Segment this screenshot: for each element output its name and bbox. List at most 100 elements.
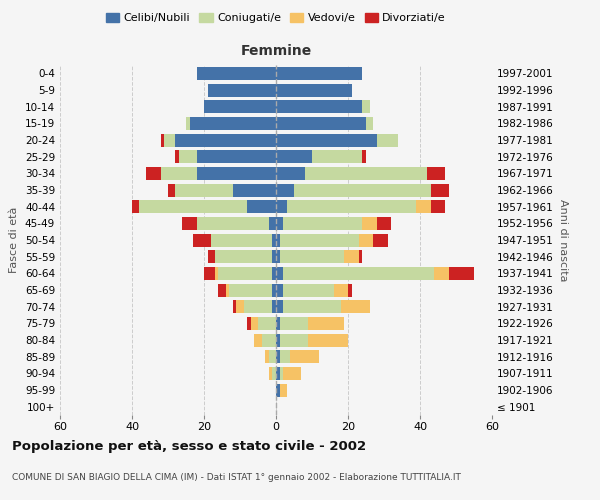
Bar <box>276 367 280 380</box>
Bar <box>280 367 283 380</box>
Bar <box>377 217 391 230</box>
Bar <box>283 284 334 296</box>
Bar <box>269 350 276 363</box>
Bar <box>362 150 366 163</box>
Bar <box>272 234 276 246</box>
Bar <box>233 184 276 196</box>
Bar <box>204 267 215 280</box>
Text: Femmine: Femmine <box>241 44 311 58</box>
Bar <box>190 117 276 130</box>
Bar <box>276 234 280 246</box>
Bar <box>283 300 341 313</box>
Bar <box>182 217 197 230</box>
Bar <box>276 334 280 346</box>
Bar <box>431 184 449 196</box>
Bar <box>197 150 276 163</box>
Bar <box>276 67 362 80</box>
Bar <box>197 67 276 80</box>
Bar <box>229 284 272 296</box>
Bar <box>276 317 280 330</box>
Bar <box>276 167 305 180</box>
Bar <box>258 317 276 330</box>
Bar <box>215 267 218 280</box>
Bar <box>197 167 276 180</box>
Bar <box>175 150 179 163</box>
Bar <box>262 334 276 346</box>
Bar <box>362 100 370 113</box>
Bar <box>218 284 226 296</box>
Bar <box>280 334 308 346</box>
Bar <box>308 334 348 346</box>
Bar <box>416 200 431 213</box>
Bar <box>280 250 344 263</box>
Bar <box>215 250 272 263</box>
Bar <box>276 284 283 296</box>
Bar <box>308 317 344 330</box>
Bar <box>373 234 388 246</box>
Bar <box>164 134 175 146</box>
Bar <box>179 150 197 163</box>
Bar <box>334 284 348 296</box>
Bar <box>251 317 258 330</box>
Text: COMUNE DI SAN BIAGIO DELLA CIMA (IM) - Dati ISTAT 1° gennaio 2002 - Elaborazione: COMUNE DI SAN BIAGIO DELLA CIMA (IM) - D… <box>12 473 461 482</box>
Bar <box>186 117 190 130</box>
Bar <box>276 350 280 363</box>
Bar <box>168 184 175 196</box>
Bar <box>305 167 427 180</box>
Bar <box>269 367 272 380</box>
Bar <box>283 367 301 380</box>
Y-axis label: Fasce di età: Fasce di età <box>10 207 19 273</box>
Bar <box>146 167 161 180</box>
Legend: Celibi/Nubili, Coniugati/e, Vedovi/e, Divorziati/e: Celibi/Nubili, Coniugati/e, Vedovi/e, Di… <box>101 8 451 28</box>
Bar <box>427 167 445 180</box>
Bar <box>272 300 276 313</box>
Bar <box>244 300 272 313</box>
Bar <box>359 234 373 246</box>
Bar <box>161 167 197 180</box>
Bar <box>272 367 276 380</box>
Bar <box>276 300 283 313</box>
Bar <box>247 317 251 330</box>
Bar <box>280 317 308 330</box>
Bar <box>283 217 362 230</box>
Bar <box>276 217 283 230</box>
Bar <box>161 134 164 146</box>
Y-axis label: Anni di nascita: Anni di nascita <box>557 198 568 281</box>
Bar <box>276 267 283 280</box>
Bar <box>265 350 269 363</box>
Bar <box>280 384 287 396</box>
Bar <box>276 200 287 213</box>
Bar <box>226 284 229 296</box>
Bar <box>276 134 377 146</box>
Bar <box>132 200 139 213</box>
Bar <box>287 200 416 213</box>
Bar <box>276 384 280 396</box>
Bar <box>218 267 272 280</box>
Bar <box>348 284 352 296</box>
Bar <box>272 284 276 296</box>
Bar <box>175 134 276 146</box>
Bar <box>204 100 276 113</box>
Bar <box>236 300 244 313</box>
Bar <box>276 117 366 130</box>
Bar <box>294 184 431 196</box>
Bar <box>272 250 276 263</box>
Bar <box>276 184 294 196</box>
Bar <box>193 234 211 246</box>
Bar <box>344 250 359 263</box>
Bar <box>276 150 312 163</box>
Bar <box>280 234 359 246</box>
Bar <box>362 217 377 230</box>
Bar <box>139 200 247 213</box>
Bar <box>276 250 280 263</box>
Bar <box>341 300 370 313</box>
Bar <box>283 267 434 280</box>
Bar <box>431 200 445 213</box>
Bar <box>247 200 276 213</box>
Bar <box>208 250 215 263</box>
Bar <box>449 267 474 280</box>
Bar <box>280 350 290 363</box>
Bar <box>254 334 262 346</box>
Bar <box>269 217 276 230</box>
Bar <box>197 217 269 230</box>
